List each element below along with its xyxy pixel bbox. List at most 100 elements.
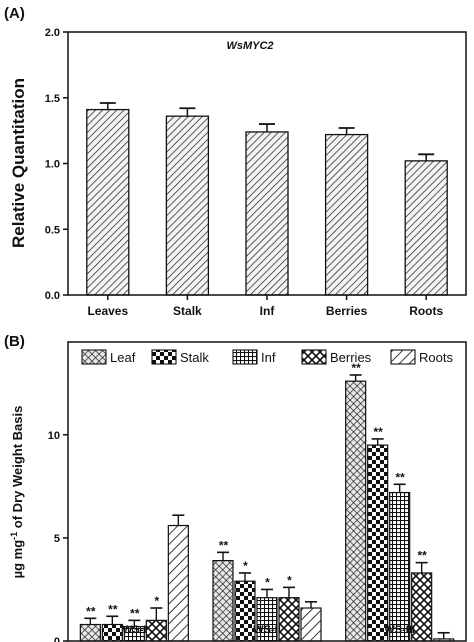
bar-leaf-ws-ii	[212, 559, 234, 642]
error-bar-berries-ws-ii	[283, 586, 295, 598]
significance-mark: *	[243, 559, 249, 573]
legend-swatch	[390, 349, 416, 365]
bar-roots-ws-i	[167, 524, 189, 642]
x-tick-label-ws-ii: WS-II	[253, 624, 281, 636]
bar-stalk-ws-ii	[234, 580, 256, 642]
error-bar-roots	[418, 153, 435, 161]
significance-mark: **	[395, 470, 406, 484]
y-tick-label: 0.5	[45, 224, 60, 236]
panel-a-bars	[86, 108, 448, 296]
error-bar-leaf-ws-i	[84, 617, 97, 625]
significance-mark: **	[218, 538, 229, 552]
error-bar-stalk	[179, 107, 196, 117]
error-bar-inf-ws-ii	[261, 588, 273, 598]
bar-inf	[245, 131, 289, 296]
x-tick-label-ws-iii: WS-III	[384, 624, 415, 636]
y-tick-label: 1.0	[45, 159, 60, 171]
error-bar-berries-ws-i	[150, 607, 163, 621]
x-tick-label-inf: Inf	[260, 304, 276, 318]
bar-leaves	[86, 108, 130, 296]
legend-swatch	[232, 349, 258, 365]
panel-b-error-bars	[84, 374, 450, 639]
significance-mark: *	[265, 575, 271, 589]
error-bar-leaf-ws-iii	[349, 374, 362, 382]
bar-leaf-ws-i	[79, 623, 101, 642]
significance-mark: **	[108, 602, 119, 616]
legend-item-berries: Berries	[301, 349, 372, 365]
error-bar-berries-ws-iii	[415, 561, 428, 573]
panel-b-legend: Leaf Stalk Inf Berries Roots	[81, 349, 453, 365]
error-bar-stalk-ws-ii	[239, 572, 251, 582]
panel-b-bars	[79, 380, 455, 642]
bar-roots-ws-ii	[300, 607, 322, 642]
y-tick-label: 5	[54, 533, 60, 545]
error-bar-inf	[259, 123, 275, 132]
bar-inf-ws-iii	[389, 491, 411, 642]
error-bar-leaves	[99, 102, 116, 110]
panel-b-y-axis-label: µg mg-1 of Dry Weight Basis	[9, 406, 25, 579]
bar-stalk-ws-i	[101, 623, 123, 642]
x-tick-label-stalk: Stalk	[173, 304, 202, 318]
x-tick-label-ws-i: WS-I	[122, 624, 146, 636]
legend-swatch	[151, 349, 177, 365]
panel-a-error-bars	[99, 102, 435, 161]
legend-label: Berries	[330, 350, 372, 365]
error-bar-berries	[338, 127, 355, 135]
legend-swatch	[81, 349, 107, 365]
panel-a-label: (A)	[4, 5, 25, 22]
significance-mark: *	[287, 573, 293, 587]
y-tick-label: 10	[48, 430, 60, 442]
x-tick-label-leaves: Leaves	[87, 304, 128, 318]
error-bar-roots-ws-iii	[437, 631, 450, 639]
legend-item-roots: Roots	[390, 349, 453, 365]
bar-stalk	[165, 115, 210, 296]
error-bar-roots-ws-ii	[305, 601, 317, 609]
error-bar-inf-ws-i	[128, 619, 141, 627]
x-tick-label-roots: Roots	[409, 304, 443, 318]
legend-item-stalk: Stalk	[151, 349, 209, 365]
bar-berries-ws-i	[145, 619, 167, 642]
bar-berries	[324, 133, 369, 296]
significance-mark: *	[154, 594, 160, 608]
panel-a-x-ticks: Leaves Stalk Inf Berries Roots	[87, 295, 444, 318]
y-tick-label: 2.0	[45, 27, 60, 39]
y-tick-label: 1.5	[45, 93, 60, 105]
legend-label: Roots	[419, 350, 453, 365]
bar-berries-ws-ii	[278, 597, 300, 642]
panel-a: (A) 0.0 0.5 1.0 1.5 2.0 Leaves Stalk Inf Berrie…	[4, 5, 467, 318]
significance-mark: **	[417, 549, 428, 563]
error-bar-stalk-ws-i	[106, 615, 119, 625]
panel-b-label: (B)	[4, 333, 25, 350]
legend-label: Leaf	[110, 350, 136, 365]
panel-a-title: WsMYC2	[226, 40, 273, 52]
panel-b-y-label-prefix: µg mg	[10, 540, 25, 579]
panel-b-y-label-suffix: of Dry Weight Basis	[10, 406, 25, 532]
significance-mark: **	[351, 361, 362, 375]
legend-item-inf: Inf	[232, 349, 276, 365]
panel-b-y-ticks: 0 5 10	[48, 430, 68, 642]
error-bar-stalk-ws-iii	[371, 438, 384, 446]
panel-a-y-ticks: 0.0 0.5 1.0 1.5 2.0	[45, 27, 68, 302]
bar-leaf-ws-iii	[345, 380, 367, 642]
y-tick-label: 0.0	[45, 290, 60, 302]
error-bar-inf-ws-iii	[393, 483, 406, 493]
significance-mark: **	[86, 604, 97, 618]
bar-roots	[404, 160, 448, 296]
legend-label: Stalk	[180, 350, 209, 365]
legend-label: Inf	[261, 350, 276, 365]
y-tick-label: 0	[54, 636, 60, 642]
x-tick-label-berries: Berries	[326, 304, 368, 318]
legend-swatch	[301, 349, 327, 365]
legend-item-leaf: Leaf	[81, 349, 136, 365]
significance-mark: **	[373, 425, 384, 439]
panel-b-y-label-exponent: -1	[9, 532, 19, 540]
error-bar-leaf-ws-ii	[217, 551, 229, 561]
error-bar-roots-ws-i	[172, 514, 185, 526]
panel-b-plot-frame	[67, 341, 467, 642]
bar-stalk-ws-iii	[367, 444, 389, 642]
panel-b-x-ticks: WS-I WS-II WS-III	[122, 624, 415, 636]
significance-mark: **	[130, 606, 141, 620]
panel-a-y-axis-label: Relative Quantitation	[9, 78, 28, 248]
